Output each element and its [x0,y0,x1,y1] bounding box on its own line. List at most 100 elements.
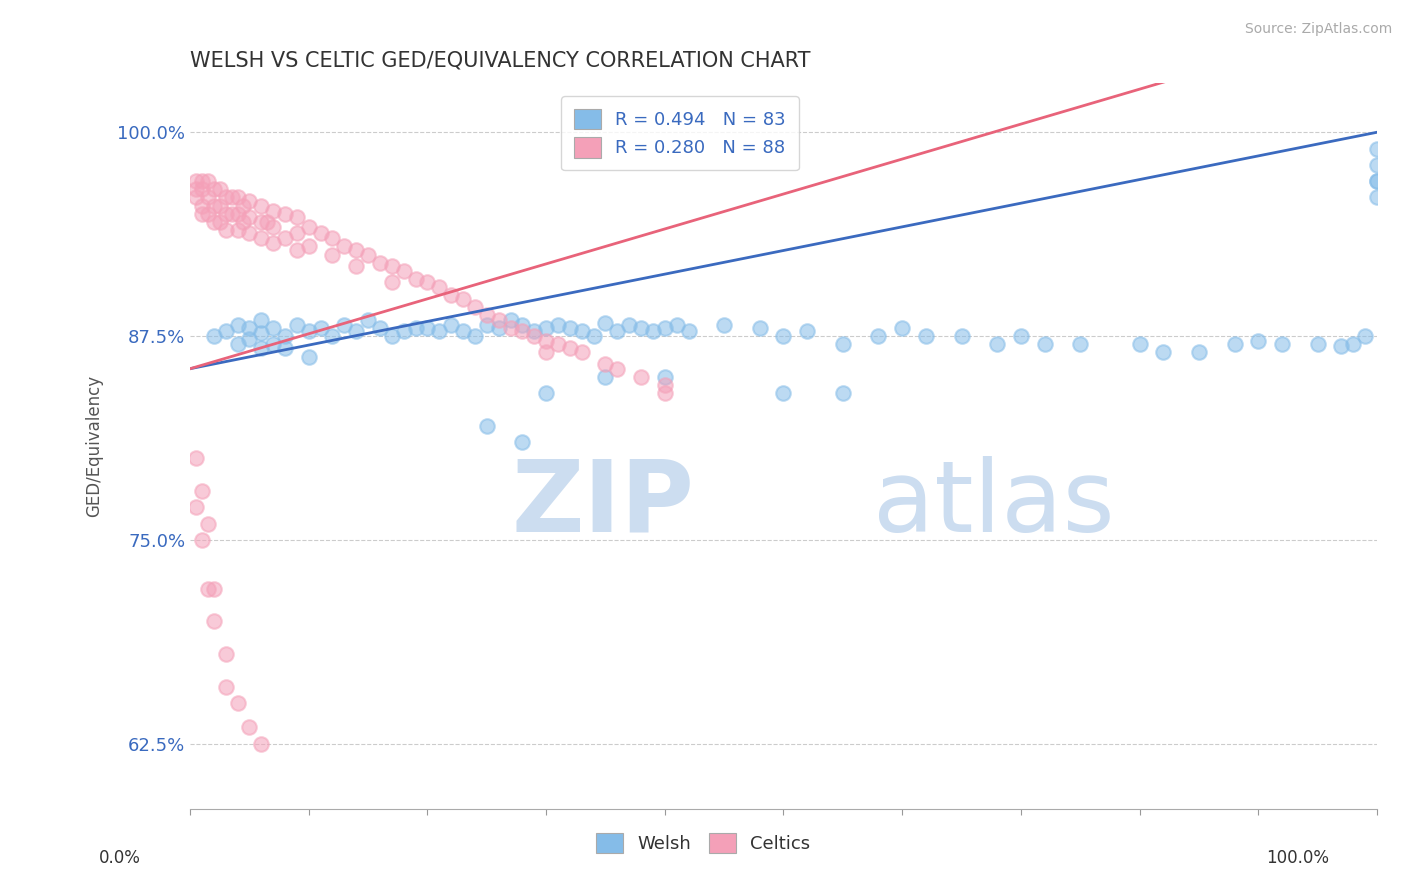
Point [197,190,219,204]
Text: WELSH VS CELTIC GED/EQUIVALENCY CORRELATION CHART: WELSH VS CELTIC GED/EQUIVALENCY CORRELAT… [190,51,810,70]
Point [1365,190,1388,204]
Point [250,737,273,751]
Point [796,324,818,338]
Point [285,210,308,224]
Point [595,357,617,371]
Point [440,288,463,302]
Point [226,696,249,710]
Point [392,264,415,278]
Legend: Welsh, Celtics: Welsh, Celtics [588,825,818,861]
Point [475,418,498,433]
Point [451,292,474,306]
Point [197,174,219,188]
Point [357,313,380,327]
Point [1010,329,1032,343]
Point [250,313,273,327]
Point [226,223,249,237]
Point [547,318,569,332]
Point [1341,337,1364,351]
Point [1365,174,1388,188]
Point [512,435,534,450]
Point [262,236,284,251]
Point [440,318,463,332]
Point [915,329,938,343]
Point [238,332,260,346]
Point [665,318,688,332]
Point [534,321,557,335]
Point [274,329,297,343]
Point [654,378,676,392]
Point [256,215,278,229]
Point [606,324,628,338]
Point [344,324,367,338]
Point [226,207,249,221]
Text: atlas: atlas [873,456,1114,553]
Point [464,329,486,343]
Point [226,337,249,351]
Point [558,341,581,355]
Point [184,182,207,196]
Point [582,329,605,343]
Point [298,351,321,365]
Point [427,280,450,294]
Point [232,215,254,229]
Point [427,324,450,338]
Point [534,345,557,359]
Point [654,370,676,384]
Point [262,321,284,335]
Point [250,341,273,355]
Point [595,316,617,330]
Point [298,219,321,234]
Point [381,259,404,273]
Point [986,337,1008,351]
Point [1271,337,1294,351]
Point [1128,337,1150,351]
Point [262,219,284,234]
Point [262,203,284,218]
Point [512,324,534,338]
Point [488,313,510,327]
Point [226,190,249,204]
Text: 100.0%: 100.0% [1265,849,1329,867]
Point [475,308,498,322]
Point [184,174,207,188]
Point [208,215,231,229]
Point [184,451,207,466]
Point [512,318,534,332]
Point [274,341,297,355]
Point [321,247,343,261]
Point [221,207,243,221]
Point [499,321,522,335]
Point [606,361,628,376]
Point [274,231,297,245]
Point [214,647,236,661]
Point [333,239,356,253]
Point [202,215,225,229]
Point [772,386,794,401]
Text: 0.0%: 0.0% [98,849,141,867]
Point [184,190,207,204]
Point [1354,329,1376,343]
Point [285,227,308,241]
Point [191,182,214,196]
Point [571,324,593,338]
Point [232,199,254,213]
Point [381,275,404,289]
Point [214,680,236,694]
Point [1223,337,1246,351]
Point [392,324,415,338]
Point [1330,339,1353,353]
Point [250,326,273,340]
Point [950,329,973,343]
Point [298,239,321,253]
Point [344,243,367,257]
Point [191,207,214,221]
Point [713,318,735,332]
Text: ZIP: ZIP [512,456,695,553]
Point [250,231,273,245]
Point [238,321,260,335]
Point [451,324,474,338]
Point [1188,345,1211,359]
Point [678,324,700,338]
Point [208,182,231,196]
